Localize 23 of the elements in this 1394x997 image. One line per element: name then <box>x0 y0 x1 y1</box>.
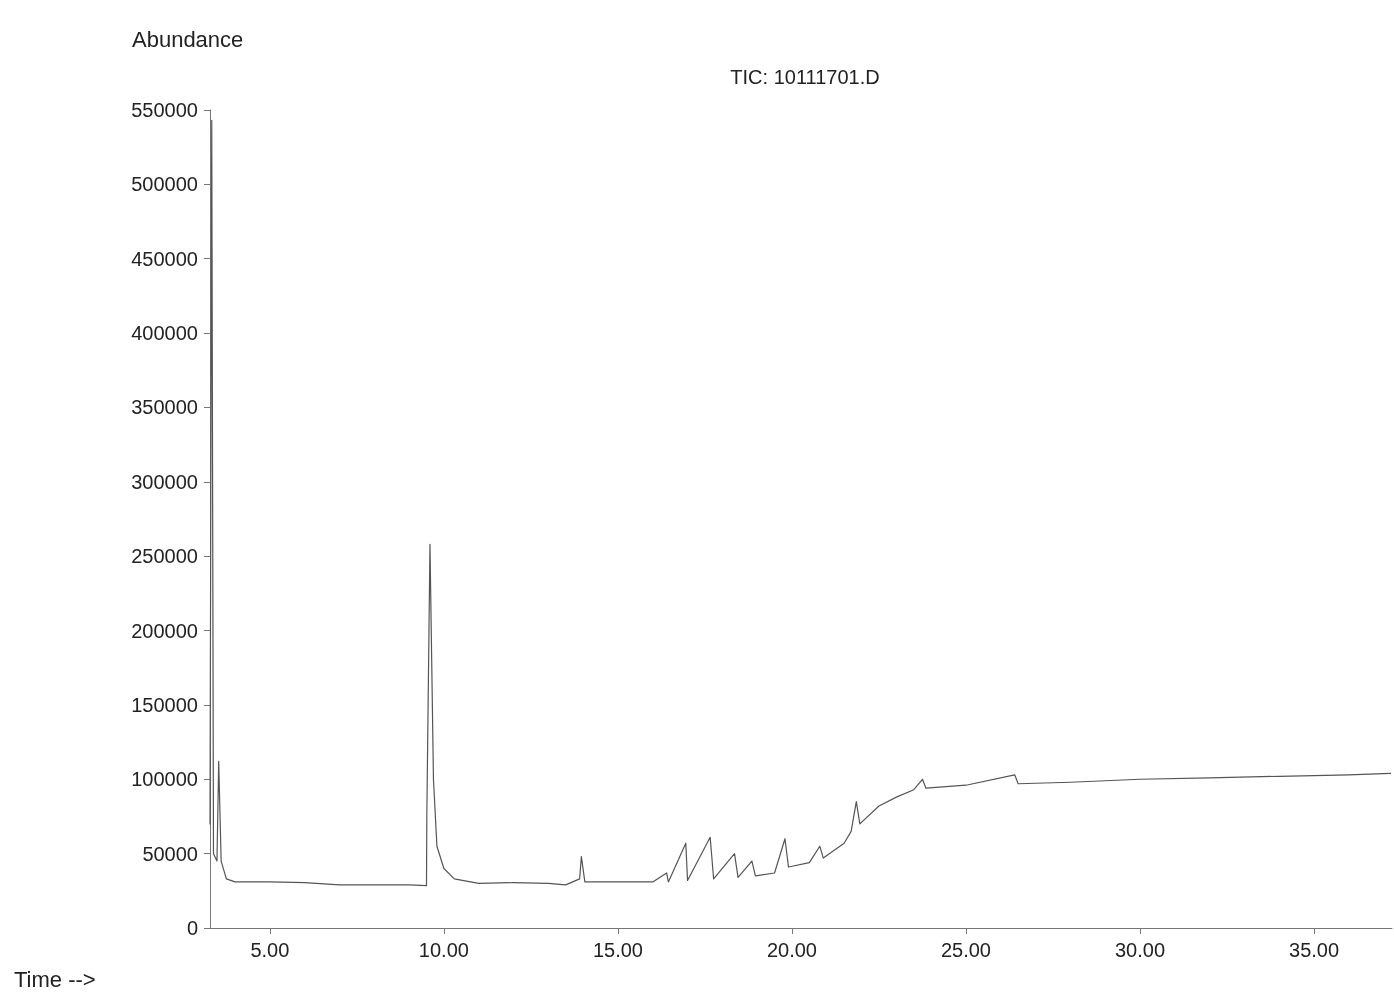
x-tick-label: 15.00 <box>592 939 643 961</box>
y-tick-label: 550000 <box>131 99 198 121</box>
y-tick-label: 350000 <box>131 396 198 419</box>
y-tick-label: 150000 <box>131 693 198 716</box>
x-tick-label: 35.00 <box>1289 939 1340 961</box>
y-tick-label: 450000 <box>131 247 198 270</box>
x-tick-label: 5.00 <box>250 939 290 961</box>
y-tick-label: 250000 <box>131 545 198 568</box>
y-tick-label: 50000 <box>142 842 198 865</box>
chart-title: TIC: 10111701.D <box>730 66 880 88</box>
y-tick-label: 0 <box>186 917 198 939</box>
x-axis-title: Time --> <box>14 966 96 992</box>
x-tick-label: 30.00 <box>1114 939 1166 961</box>
x-tick-label: 10.00 <box>418 939 469 961</box>
y-tick-label: 300000 <box>131 470 198 493</box>
x-tick-label: 25.00 <box>940 939 992 961</box>
x-tick-label: 20.00 <box>766 939 817 961</box>
y-tick-label: 200000 <box>131 619 198 642</box>
y-tick-label: 400000 <box>131 322 198 345</box>
line-series <box>209 119 1392 887</box>
y-tick-label: 100000 <box>131 768 198 791</box>
y-axis-title: Abundance <box>132 26 244 52</box>
y-tick-label: 500000 <box>131 173 198 196</box>
